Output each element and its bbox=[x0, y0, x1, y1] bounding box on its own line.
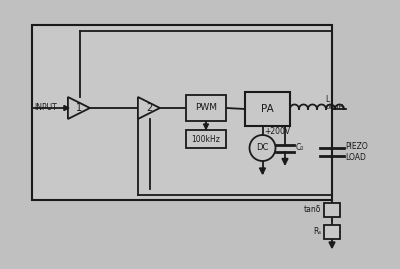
Bar bbox=[32, 25, 332, 200]
Text: +200V: +200V bbox=[264, 128, 290, 136]
Text: C₀: C₀ bbox=[296, 143, 304, 153]
Polygon shape bbox=[282, 158, 288, 165]
Bar bbox=[186, 130, 226, 148]
Text: L: L bbox=[325, 95, 329, 104]
Text: INPUT: INPUT bbox=[34, 102, 57, 111]
Text: PIEZO
LOAD: PIEZO LOAD bbox=[345, 142, 368, 162]
Text: 2: 2 bbox=[146, 103, 152, 113]
Polygon shape bbox=[260, 168, 266, 174]
Text: 100kHz: 100kHz bbox=[192, 134, 220, 143]
Circle shape bbox=[250, 135, 276, 161]
Bar bbox=[245, 92, 290, 126]
Polygon shape bbox=[64, 105, 69, 111]
Polygon shape bbox=[68, 97, 90, 119]
Text: 60μH: 60μH bbox=[325, 104, 344, 110]
Text: PWM: PWM bbox=[195, 104, 217, 112]
Polygon shape bbox=[204, 124, 208, 129]
Text: PA: PA bbox=[261, 104, 274, 114]
Polygon shape bbox=[329, 242, 335, 248]
Bar bbox=[324, 225, 340, 239]
Text: tanδ: tanδ bbox=[304, 206, 321, 214]
Polygon shape bbox=[138, 97, 160, 119]
Bar bbox=[186, 95, 226, 121]
Text: Rₛ: Rₛ bbox=[313, 228, 321, 236]
Text: 1: 1 bbox=[76, 103, 82, 113]
Bar bbox=[324, 203, 340, 217]
Text: DC: DC bbox=[256, 143, 269, 153]
